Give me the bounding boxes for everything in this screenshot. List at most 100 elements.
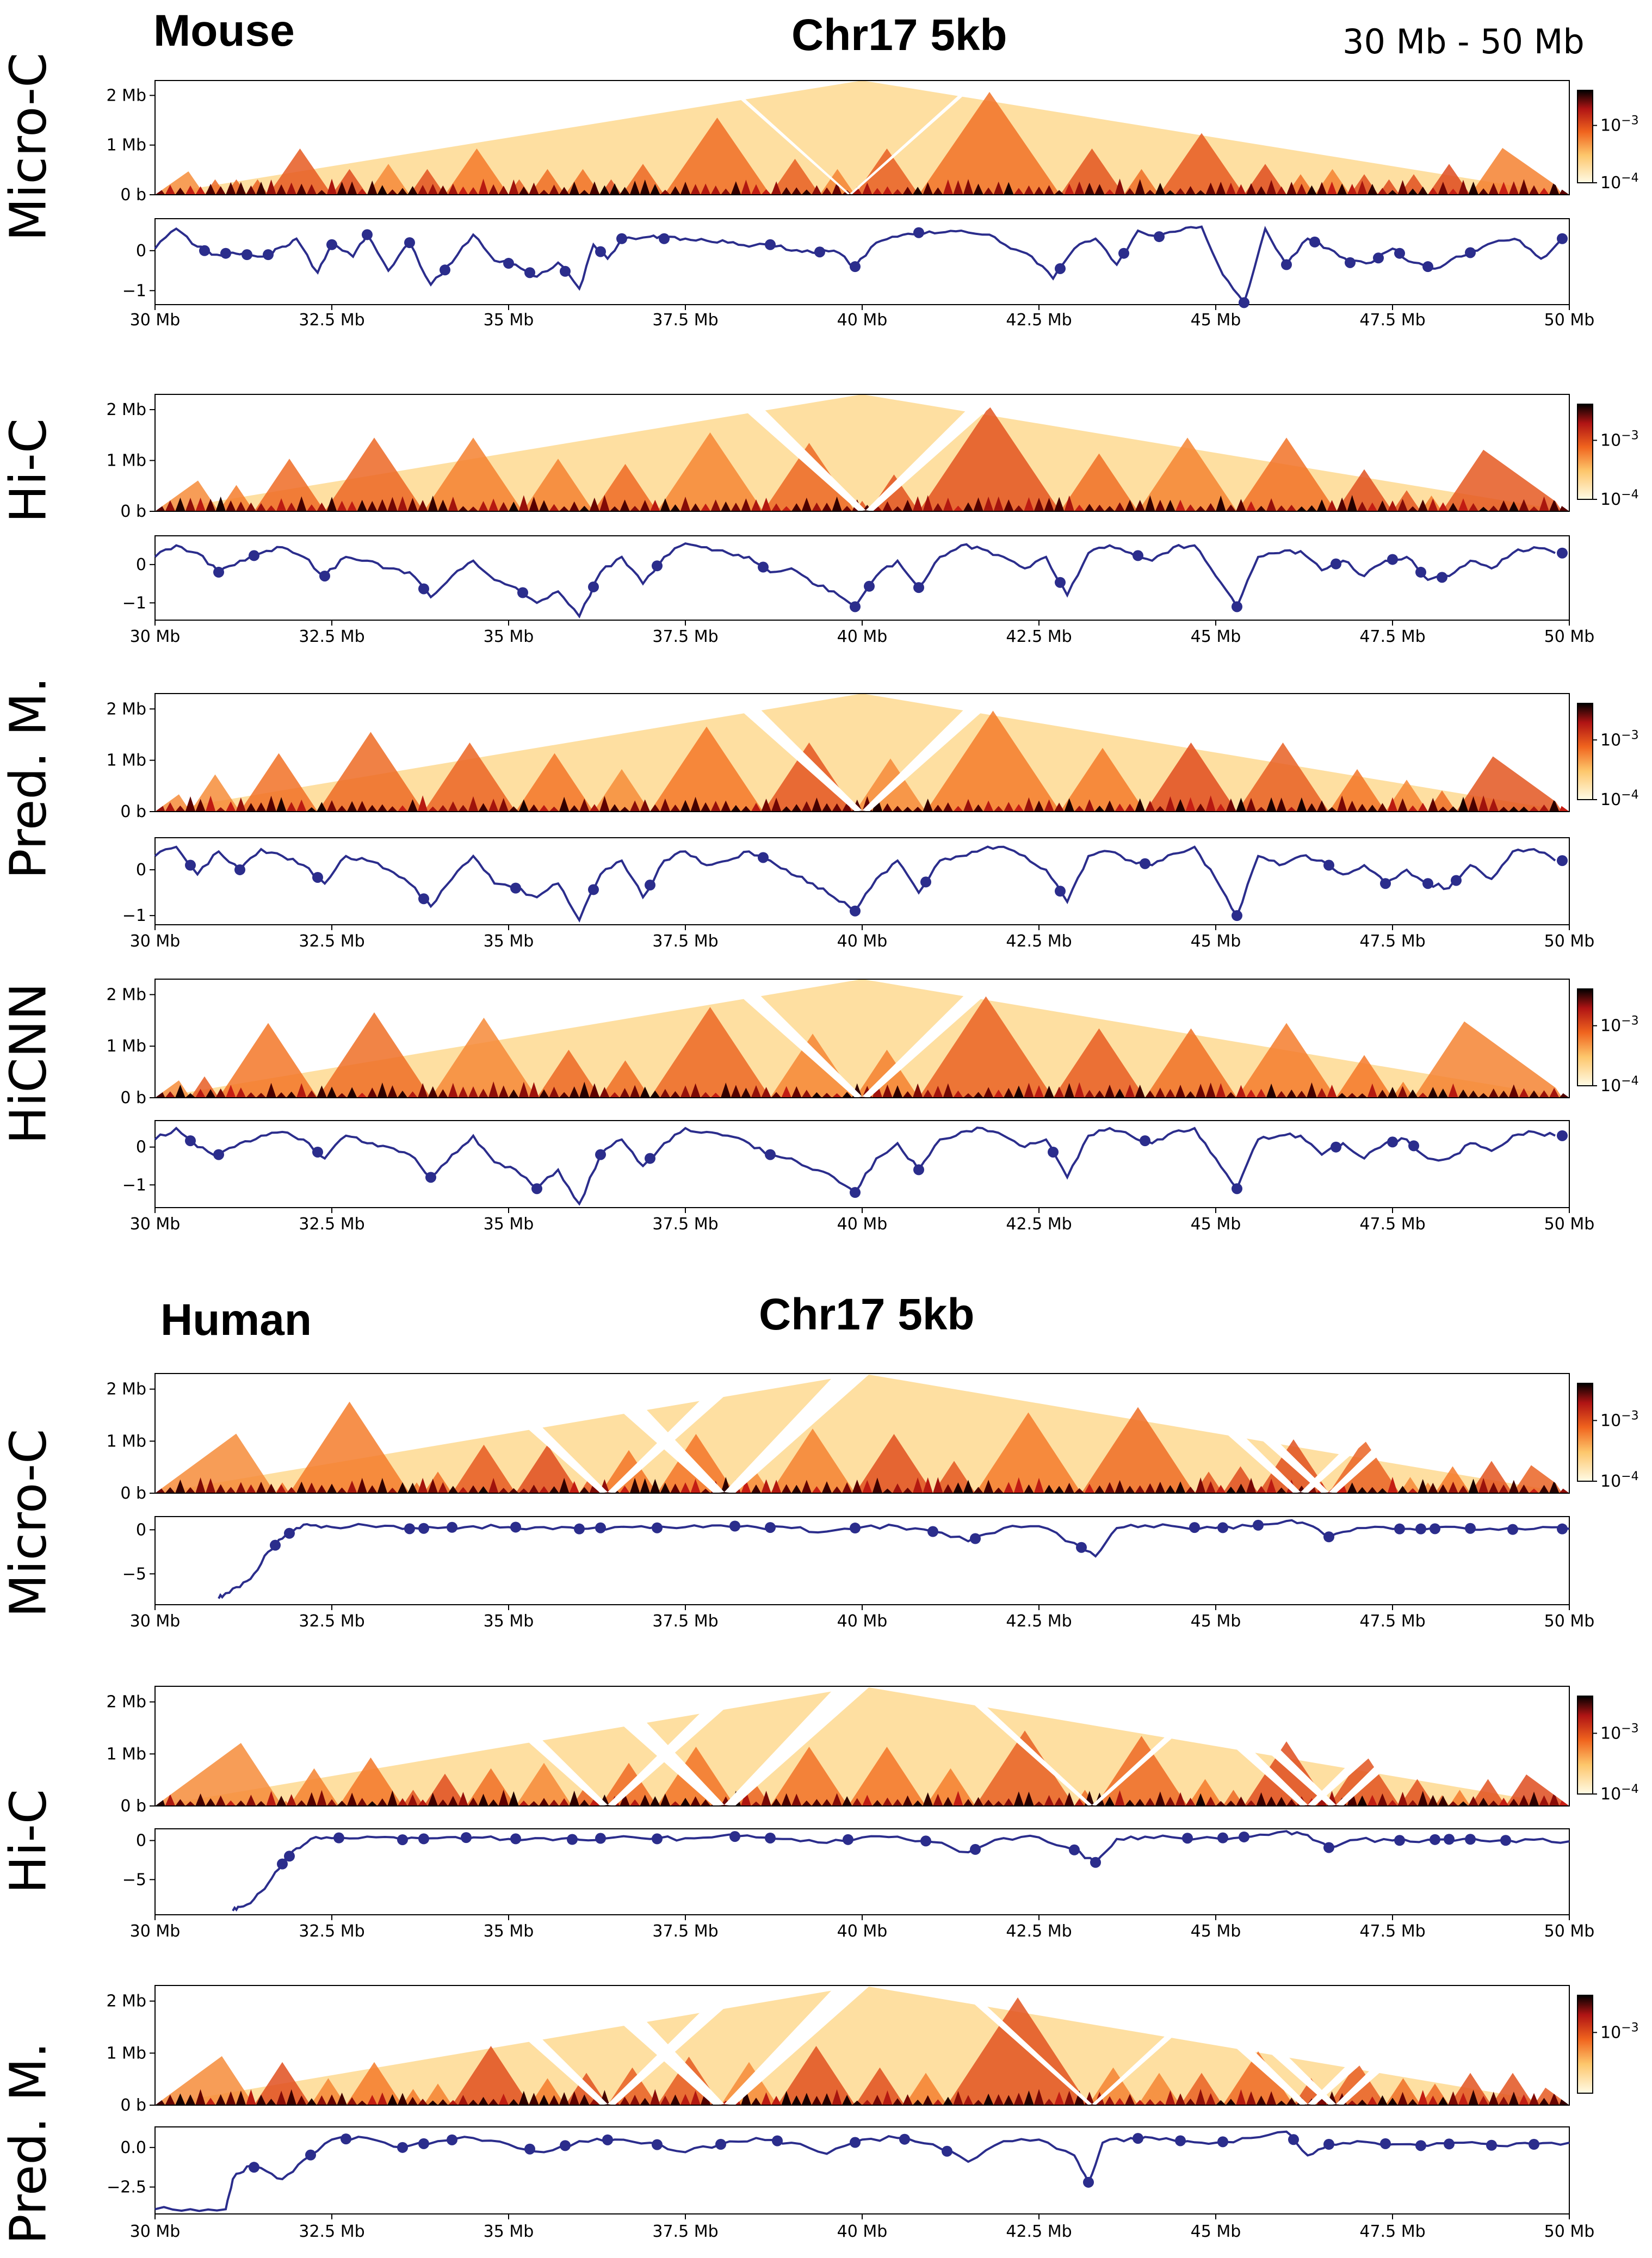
mouse-microc-heatmap-diag-cell xyxy=(1347,183,1357,195)
human-predm-heatmap-diag-cell xyxy=(1357,2099,1368,2105)
human-predm-heatmap-mask xyxy=(1092,1985,1231,2105)
mouse-hicnn-heatmap-diag-cell xyxy=(1438,1088,1449,1098)
mouse-predm-insulation-xtick-label: 37.5 Mb xyxy=(652,932,718,951)
mouse-microc-heatmap-diag-cell xyxy=(1195,190,1206,195)
mouse-hicnn-heatmap-diag-cell xyxy=(640,1086,650,1098)
human-predm-heatmap-diag-cell xyxy=(407,2096,418,2105)
human-microc-heatmap-diag-cell xyxy=(498,1488,509,1493)
mouse-hicnn-heatmap-diag-cell xyxy=(1407,1089,1418,1098)
mouse-predm-heatmap-diag-cell xyxy=(286,802,296,812)
mouse-predm-heatmap-diag-cell xyxy=(1407,805,1418,812)
mouse-microc-heatmap-cells xyxy=(155,81,1569,195)
mouse-hic-insulation-xtick-label: 42.5 Mb xyxy=(1006,627,1072,646)
mouse-microc-heatmap-diag-cell xyxy=(1307,185,1317,195)
mouse-predm-heatmap-diag-cell xyxy=(1307,803,1317,812)
human-microc-heatmap-diag-cell xyxy=(640,1478,650,1493)
human-predm-heatmap-diag-cell xyxy=(943,2096,954,2105)
human-microc-heatmap-wash xyxy=(155,1374,1569,1493)
human-hic-heatmap-ytick-label: 0 b xyxy=(120,1797,146,1816)
human-microc-heatmap-diag-cell xyxy=(912,1477,923,1493)
mouse-microc-heatmap-diag-cell xyxy=(387,189,398,195)
mouse-microc-heatmap-diag-cell xyxy=(660,189,671,195)
mouse-microc-insulation-boundary-point xyxy=(1422,261,1433,273)
human-microc-heatmap-diag-cell xyxy=(761,1479,771,1493)
human-hic-heatmap-mask xyxy=(1193,1686,1336,1806)
mouse-hicnn-heatmap-tad xyxy=(1237,1023,1336,1098)
mouse-hic-heatmap-diag-cell xyxy=(1094,504,1105,511)
mouse-microc-heatmap-diag-cell xyxy=(1407,188,1418,195)
human-microc-heatmap-mask xyxy=(1301,1374,1443,1493)
human-predm-insulation-xtick-label: 50 Mb xyxy=(1544,2222,1595,2241)
mouse-microc-heatmap-diag-cell xyxy=(1539,188,1549,195)
mouse-microc-heatmap-diag-cell xyxy=(640,179,650,195)
human-hic-insulation-boundary-point xyxy=(1069,1844,1080,1855)
mouse-predm-heatmap-diag-cell xyxy=(1135,798,1145,812)
human-predm-heatmap-diag-cell xyxy=(741,2089,751,2105)
mouse-hic-heatmap-diag-cell xyxy=(529,497,539,511)
human-predm-heatmap-diag-cell xyxy=(1508,2092,1519,2105)
mouse-hic-insulation-xtick-label: 40 Mb xyxy=(837,627,888,646)
mouse-hicnn-heatmap-diag-cell xyxy=(1145,1090,1155,1098)
human-hic-insulation-xtick-label: 40 Mb xyxy=(837,1922,888,1941)
human-hic-heatmap-mask xyxy=(1165,1686,1308,1806)
human-microc-heatmap-diag-cell xyxy=(660,1482,671,1493)
human-microc-heatmap-diag-cell xyxy=(862,1480,873,1493)
human-hic-heatmap-tad xyxy=(1244,1741,1329,1806)
mouse-predm-heatmap-diag-cell xyxy=(983,800,994,812)
human-predm-heatmap-diag-cell xyxy=(821,2093,832,2105)
mouse-hicnn-insulation-boundary-point xyxy=(595,1149,606,1160)
mouse-predm-heatmap-diag-cell xyxy=(1266,797,1277,812)
mouse-hic-heatmap-ytick-label: 0 b xyxy=(120,502,146,521)
human-microc-heatmap-ytick-label: 0 b xyxy=(120,1484,146,1503)
human-predm-heatmap-diag-cell xyxy=(801,2093,812,2105)
mouse-predm-heatmap-tad xyxy=(318,732,424,812)
human-predm-heatmap-diag-cell xyxy=(1367,2096,1378,2105)
mouse-microc-heatmap-diag-cell xyxy=(1367,184,1378,195)
mouse-predm-heatmap-diag-cell xyxy=(710,801,721,812)
mouse-hicnn-heatmap-diag-cell xyxy=(933,1086,943,1098)
mouse-hicnn-heatmap-diag-cell xyxy=(1124,1084,1135,1098)
human-microc-insulation-boundary-point xyxy=(1507,1524,1518,1535)
mouse-predm-heatmap-diag-cell xyxy=(812,797,822,812)
human-hic-heatmap-diag-cell xyxy=(296,1800,307,1806)
human-hic-heatmap-diag-cell xyxy=(1529,1791,1539,1806)
mouse-predm-heatmap-diag-cell xyxy=(1286,807,1297,812)
mouse-hicnn-insulation-boundary-point xyxy=(645,1153,655,1164)
mouse-hic-heatmap-diag-cell xyxy=(1499,500,1509,511)
human-hic-insulation-xtick-label: 45 Mb xyxy=(1191,1922,1241,1941)
mouse-predm-heatmap-diag-cell xyxy=(1499,806,1509,812)
mouse-predm-heatmap-diag-cell xyxy=(226,801,236,812)
mouse-hicnn-heatmap-diag-cell xyxy=(1508,1084,1519,1098)
mouse-hicnn-heatmap-diag-cell xyxy=(973,1092,983,1098)
human-microc-heatmap-diag-cell xyxy=(1044,1484,1054,1493)
human-microc-heatmap-diag-cell xyxy=(215,1484,226,1493)
mouse-hicnn-heatmap-diag-cell xyxy=(1539,1090,1549,1098)
human-microc-heatmap-diag-cell xyxy=(973,1487,983,1493)
mouse-predm-heatmap-diag-cell xyxy=(1064,798,1074,812)
human-predm-heatmap-tad xyxy=(311,2078,346,2105)
human-predm-heatmap-diag-cell xyxy=(761,2092,771,2105)
human-hic-insulation-boundary-point xyxy=(595,1833,606,1844)
mouse-microc-heatmap-diag-cell xyxy=(215,186,226,195)
human-predm-heatmap-diag-cell xyxy=(1013,2093,1024,2105)
mouse-microc-insulation-boundary-point xyxy=(263,249,274,261)
human-hic-heatmap-diag-cell xyxy=(579,1799,590,1806)
human-microc-heatmap-diag-cell xyxy=(892,1483,903,1493)
human-microc-heatmap-mask xyxy=(1158,1374,1301,1493)
mouse-microc-heatmap-tad xyxy=(445,148,509,195)
mouse-hicnn-heatmap-diag-cell xyxy=(912,1083,923,1098)
human-hic-heatmap-diag-cell xyxy=(1286,1799,1297,1806)
mouse-microc-heatmap-diag-cell xyxy=(1529,185,1539,195)
mouse-microc-heatmap-diag-cell xyxy=(912,187,923,195)
human-microc-heatmap-diag-cell xyxy=(1216,1484,1226,1493)
human-microc-heatmap-diag-cell xyxy=(1266,1478,1277,1493)
mouse-hicnn-heatmap-diag-cell xyxy=(1549,1087,1560,1098)
human-microc-heatmap-diag-cell xyxy=(276,1484,287,1493)
mouse-microc-heatmap-diag-cell xyxy=(620,187,630,195)
human-predm-heatmap-diag-cell xyxy=(791,2095,802,2105)
human-hic-heatmap-diag-cell xyxy=(1377,1793,1388,1806)
human-predm-heatmap-diag-cell xyxy=(1165,2090,1175,2105)
mouse-hic-heatmap-tad xyxy=(593,463,657,511)
mouse-hicnn-heatmap-diag-cell xyxy=(1024,1082,1034,1098)
mouse-hic-heatmap-tad xyxy=(219,485,254,511)
